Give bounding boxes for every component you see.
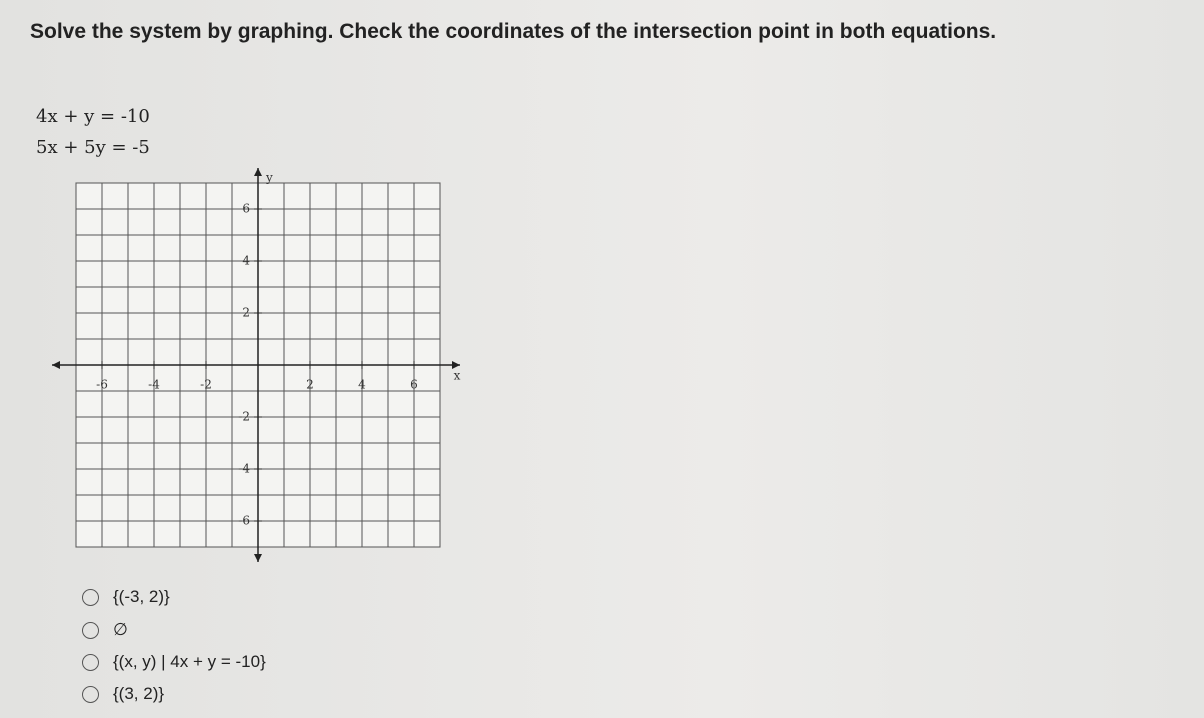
option-label: {(-3, 2)} bbox=[113, 587, 170, 606]
radio[interactable] bbox=[82, 588, 99, 606]
x-tick-label: 2 bbox=[306, 378, 314, 392]
x-tick-label: 6 bbox=[410, 378, 418, 392]
equation: 4x + y = -10 bbox=[36, 106, 150, 127]
y-tick-label: -2 bbox=[238, 410, 250, 424]
y-tick-label: 2 bbox=[242, 306, 250, 320]
option[interactable]: {(-3, 2)} bbox=[82, 587, 170, 607]
option[interactable]: ∅ bbox=[82, 620, 128, 640]
y-tick-label: -6 bbox=[238, 514, 250, 528]
radio[interactable] bbox=[82, 653, 99, 671]
instruction: Solve the system by graphing. Check the … bbox=[30, 20, 997, 43]
option-label: ∅ bbox=[113, 620, 128, 639]
radio[interactable] bbox=[82, 685, 99, 703]
x-axis-label: x bbox=[454, 369, 461, 383]
option-label: {(3, 2)} bbox=[113, 684, 165, 703]
radio[interactable] bbox=[82, 621, 99, 639]
option[interactable]: {(3, 2)} bbox=[82, 684, 164, 704]
equation: 5x + 5y = -5 bbox=[36, 137, 150, 158]
y-tick-label: 6 bbox=[242, 202, 250, 216]
y-tick-label: -4 bbox=[238, 462, 250, 476]
x-tick-label: -6 bbox=[96, 378, 108, 392]
y-tick-label: 4 bbox=[242, 254, 250, 268]
option-label: {(x, y) | 4x + y = -10} bbox=[113, 652, 266, 671]
x-tick-label: -2 bbox=[200, 378, 212, 392]
x-tick-label: -4 bbox=[148, 378, 160, 392]
option[interactable]: {(x, y) | 4x + y = -10} bbox=[82, 652, 266, 672]
x-tick-label: 4 bbox=[358, 378, 366, 392]
y-axis-label: y bbox=[265, 171, 273, 185]
